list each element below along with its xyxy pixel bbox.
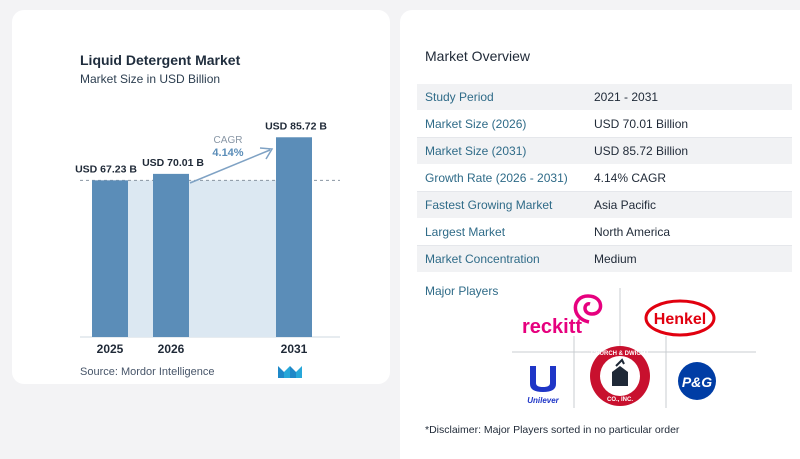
value-label-2025: USD 67.23 B: [75, 163, 137, 175]
row-value: USD 70.01 Billion: [594, 117, 689, 131]
row-label: Largest Market: [425, 225, 506, 239]
overview-row-size-2031: Market Size (2031) USD 85.72 Billion: [417, 138, 792, 165]
bar-2026: [153, 173, 189, 337]
row-label: Fastest Growing Market: [425, 198, 553, 212]
chart-subtitle: Market Size in USD Billion: [80, 72, 221, 86]
row-value: 2021 - 2031: [594, 90, 659, 104]
overview-row-largest-market: Largest Market North America: [417, 219, 792, 246]
overview-title: Market Overview: [425, 48, 531, 64]
x-tick-label-2026: 2026: [158, 342, 185, 356]
cagr-label: CAGR: [214, 135, 243, 146]
mordor-logo-icon: [278, 366, 302, 378]
x-tick-label-2025: 2025: [97, 342, 124, 356]
row-label: Growth Rate (2026 - 2031): [425, 171, 568, 185]
disclaimer: *Disclaimer: Major Players sorted in no …: [425, 424, 680, 436]
cagr-value: 4.14%: [212, 147, 243, 159]
chart-title: Liquid Detergent Market: [80, 52, 241, 68]
value-label-2031: USD 85.72 B: [265, 120, 327, 132]
overview-row-size-2026: Market Size (2026) USD 70.01 Billion: [417, 111, 792, 138]
chart-source: Source: Mordor Intelligence: [80, 366, 215, 378]
bar-chart: USD 67.23 B USD 70.01 B USD 85.72 B 2025 202…: [75, 120, 340, 356]
x-tick-label-2031: 2031: [281, 342, 308, 356]
bar-2025: [92, 180, 128, 337]
major-players-title: Major Players: [425, 284, 499, 298]
value-label-2026: USD 70.01 B: [142, 157, 204, 169]
row-label: Market Size (2031): [425, 144, 527, 158]
row-label: Market Size (2026): [425, 117, 527, 131]
row-value: Asia Pacific: [594, 198, 657, 212]
overview-row-concentration: Market Concentration Medium: [417, 246, 792, 273]
overview-table: Study Period 2021 - 2031 Market Size (20…: [417, 84, 792, 273]
row-label: Market Concentration: [425, 252, 540, 266]
row-value: USD 85.72 Billion: [594, 144, 689, 158]
row-value: 4.14% CAGR: [594, 171, 667, 185]
cagr-arrowhead-icon: [259, 147, 274, 160]
bar-2031: [276, 137, 312, 337]
overview-row-fastest-growing: Fastest Growing Market Asia Pacific: [417, 192, 792, 219]
overview-row-study-period: Study Period 2021 - 2031: [417, 84, 792, 111]
row-label: Study Period: [425, 90, 494, 104]
cagr-arrow-line: [189, 149, 271, 184]
row-value: North America: [594, 225, 671, 239]
overview-row-growth-rate: Growth Rate (2026 - 2031) 4.14% CAGR: [417, 165, 792, 192]
row-value: Medium: [594, 252, 637, 266]
